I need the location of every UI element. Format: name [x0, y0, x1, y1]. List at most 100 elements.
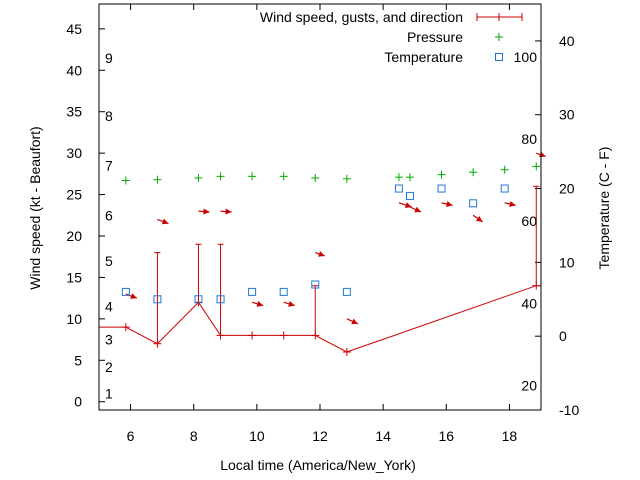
legend-label: Temperature	[384, 49, 463, 65]
pressure-point	[405, 173, 414, 182]
direction-arrow-head	[130, 293, 137, 299]
x-tick-label: 8	[190, 428, 198, 444]
direction-arrow	[441, 201, 453, 207]
pressure-point	[248, 172, 257, 181]
direction-arrow	[251, 301, 264, 307]
direction-arrow-head	[404, 202, 412, 208]
wind-speed-point	[342, 348, 351, 356]
labels-layer: 6 8 10 12 14 16 18051015202530354045-100102030…	[66, 21, 579, 444]
x-tick-label: 14	[375, 428, 391, 444]
direction-arrow	[198, 208, 210, 215]
pressure-point	[394, 173, 403, 182]
x-tick-label: 6	[127, 428, 135, 444]
fahrenheit-label: 60	[521, 213, 537, 229]
beaufort-label: 2	[105, 359, 113, 375]
temperature-point	[500, 184, 509, 193]
plot-frame	[98, 3, 542, 411]
beaufort-label: 7	[105, 158, 113, 174]
direction-arrow-head	[414, 206, 422, 213]
pressure-point	[469, 168, 478, 177]
pressure-point	[500, 165, 509, 174]
legend-marker	[495, 53, 503, 61]
direction-arrow-head	[256, 301, 264, 307]
x-tick-label: 12	[312, 428, 328, 444]
beaufort-label: 3	[105, 332, 113, 348]
wind-speed-point	[121, 323, 130, 332]
pressure-point	[311, 174, 320, 182]
series-layer	[99, 151, 546, 356]
x-tick-label: 16	[438, 428, 454, 444]
beaufort-label: 4	[105, 298, 113, 314]
y-left-tick-label: 15	[66, 269, 82, 285]
y-axis-title-right: Temperature (C - F)	[596, 147, 612, 270]
y-left-tick-label: 30	[66, 145, 82, 161]
fahrenheit-label: 40	[521, 296, 537, 312]
y-right-tick-label: 20	[559, 181, 575, 197]
pressure-point	[532, 162, 541, 171]
direction-arrow-head	[509, 201, 516, 207]
pressure-point	[216, 172, 225, 181]
pressure-point	[121, 176, 130, 185]
pressure-point	[437, 170, 446, 179]
y-left-tick-label: 5	[74, 352, 82, 368]
fahrenheit-label: 100	[514, 49, 538, 65]
direction-arrow	[283, 301, 295, 307]
fahrenheit-label: 20	[521, 378, 537, 394]
pressure-point	[342, 174, 351, 183]
x-tick-label: 18	[502, 428, 518, 444]
y-axis-title-left: Wind speed (kt - Beaufort)	[27, 126, 43, 289]
temperature-point	[311, 280, 320, 289]
direction-arrow	[346, 318, 359, 325]
y-left-tick-label: 40	[66, 62, 82, 78]
legend: Wind speed, gusts, and direction Pressure…	[260, 9, 523, 65]
y-right-tick-label: 0	[559, 328, 567, 344]
temperature-point	[216, 295, 225, 304]
legend-label: Pressure	[407, 29, 463, 45]
pressure-point	[194, 174, 203, 182]
y-left-tick-label: 10	[66, 311, 82, 327]
y-left-tick-label: 45	[66, 21, 82, 37]
beaufort-label: 1	[105, 385, 113, 401]
direction-arrow-head	[475, 216, 483, 222]
direction-arrow-head	[225, 208, 232, 215]
x-axis-title: Local time (America/New_York)	[220, 457, 416, 473]
direction-arrow	[472, 214, 483, 223]
y-left-tick-label: 25	[66, 187, 82, 203]
temperature-point	[469, 199, 478, 208]
beaufort-label: 8	[105, 108, 113, 124]
direction-arrow-head	[161, 218, 169, 225]
y-right-tick-label: 10	[559, 254, 575, 270]
temperature-point	[248, 287, 257, 296]
temperature-point	[153, 295, 162, 304]
y-left-tick-label: 0	[74, 394, 82, 410]
direction-arrow-head	[288, 301, 295, 307]
direction-arrow	[504, 201, 516, 207]
direction-arrow-head	[318, 251, 325, 257]
temperature-point	[194, 295, 203, 304]
direction-arrow	[220, 208, 232, 215]
temperature-point	[121, 287, 130, 296]
direction-arrow	[398, 202, 412, 208]
y-right-tick-label: 40	[559, 33, 575, 49]
temperature-point	[405, 191, 414, 200]
direction-arrow	[125, 293, 138, 299]
direction-arrow-head	[203, 208, 210, 215]
direction-arrow	[157, 218, 169, 225]
legend-marker	[495, 13, 503, 21]
y-left-tick-label: 35	[66, 104, 82, 120]
tick-marks	[99, 4, 541, 411]
wind-speed-point	[248, 331, 257, 340]
temperature-point	[394, 184, 403, 193]
direction-arrow-head	[446, 201, 453, 207]
beaufort-label: 6	[105, 207, 113, 223]
direction-arrow	[409, 206, 422, 213]
legend-marker	[495, 33, 503, 41]
pressure-point	[279, 172, 288, 181]
y-left-tick-label: 20	[66, 228, 82, 244]
y-right-tick-label: 30	[559, 107, 575, 123]
x-tick-label: 10	[249, 428, 265, 444]
direction-arrow	[315, 251, 325, 257]
wind-speed-point	[279, 331, 288, 340]
